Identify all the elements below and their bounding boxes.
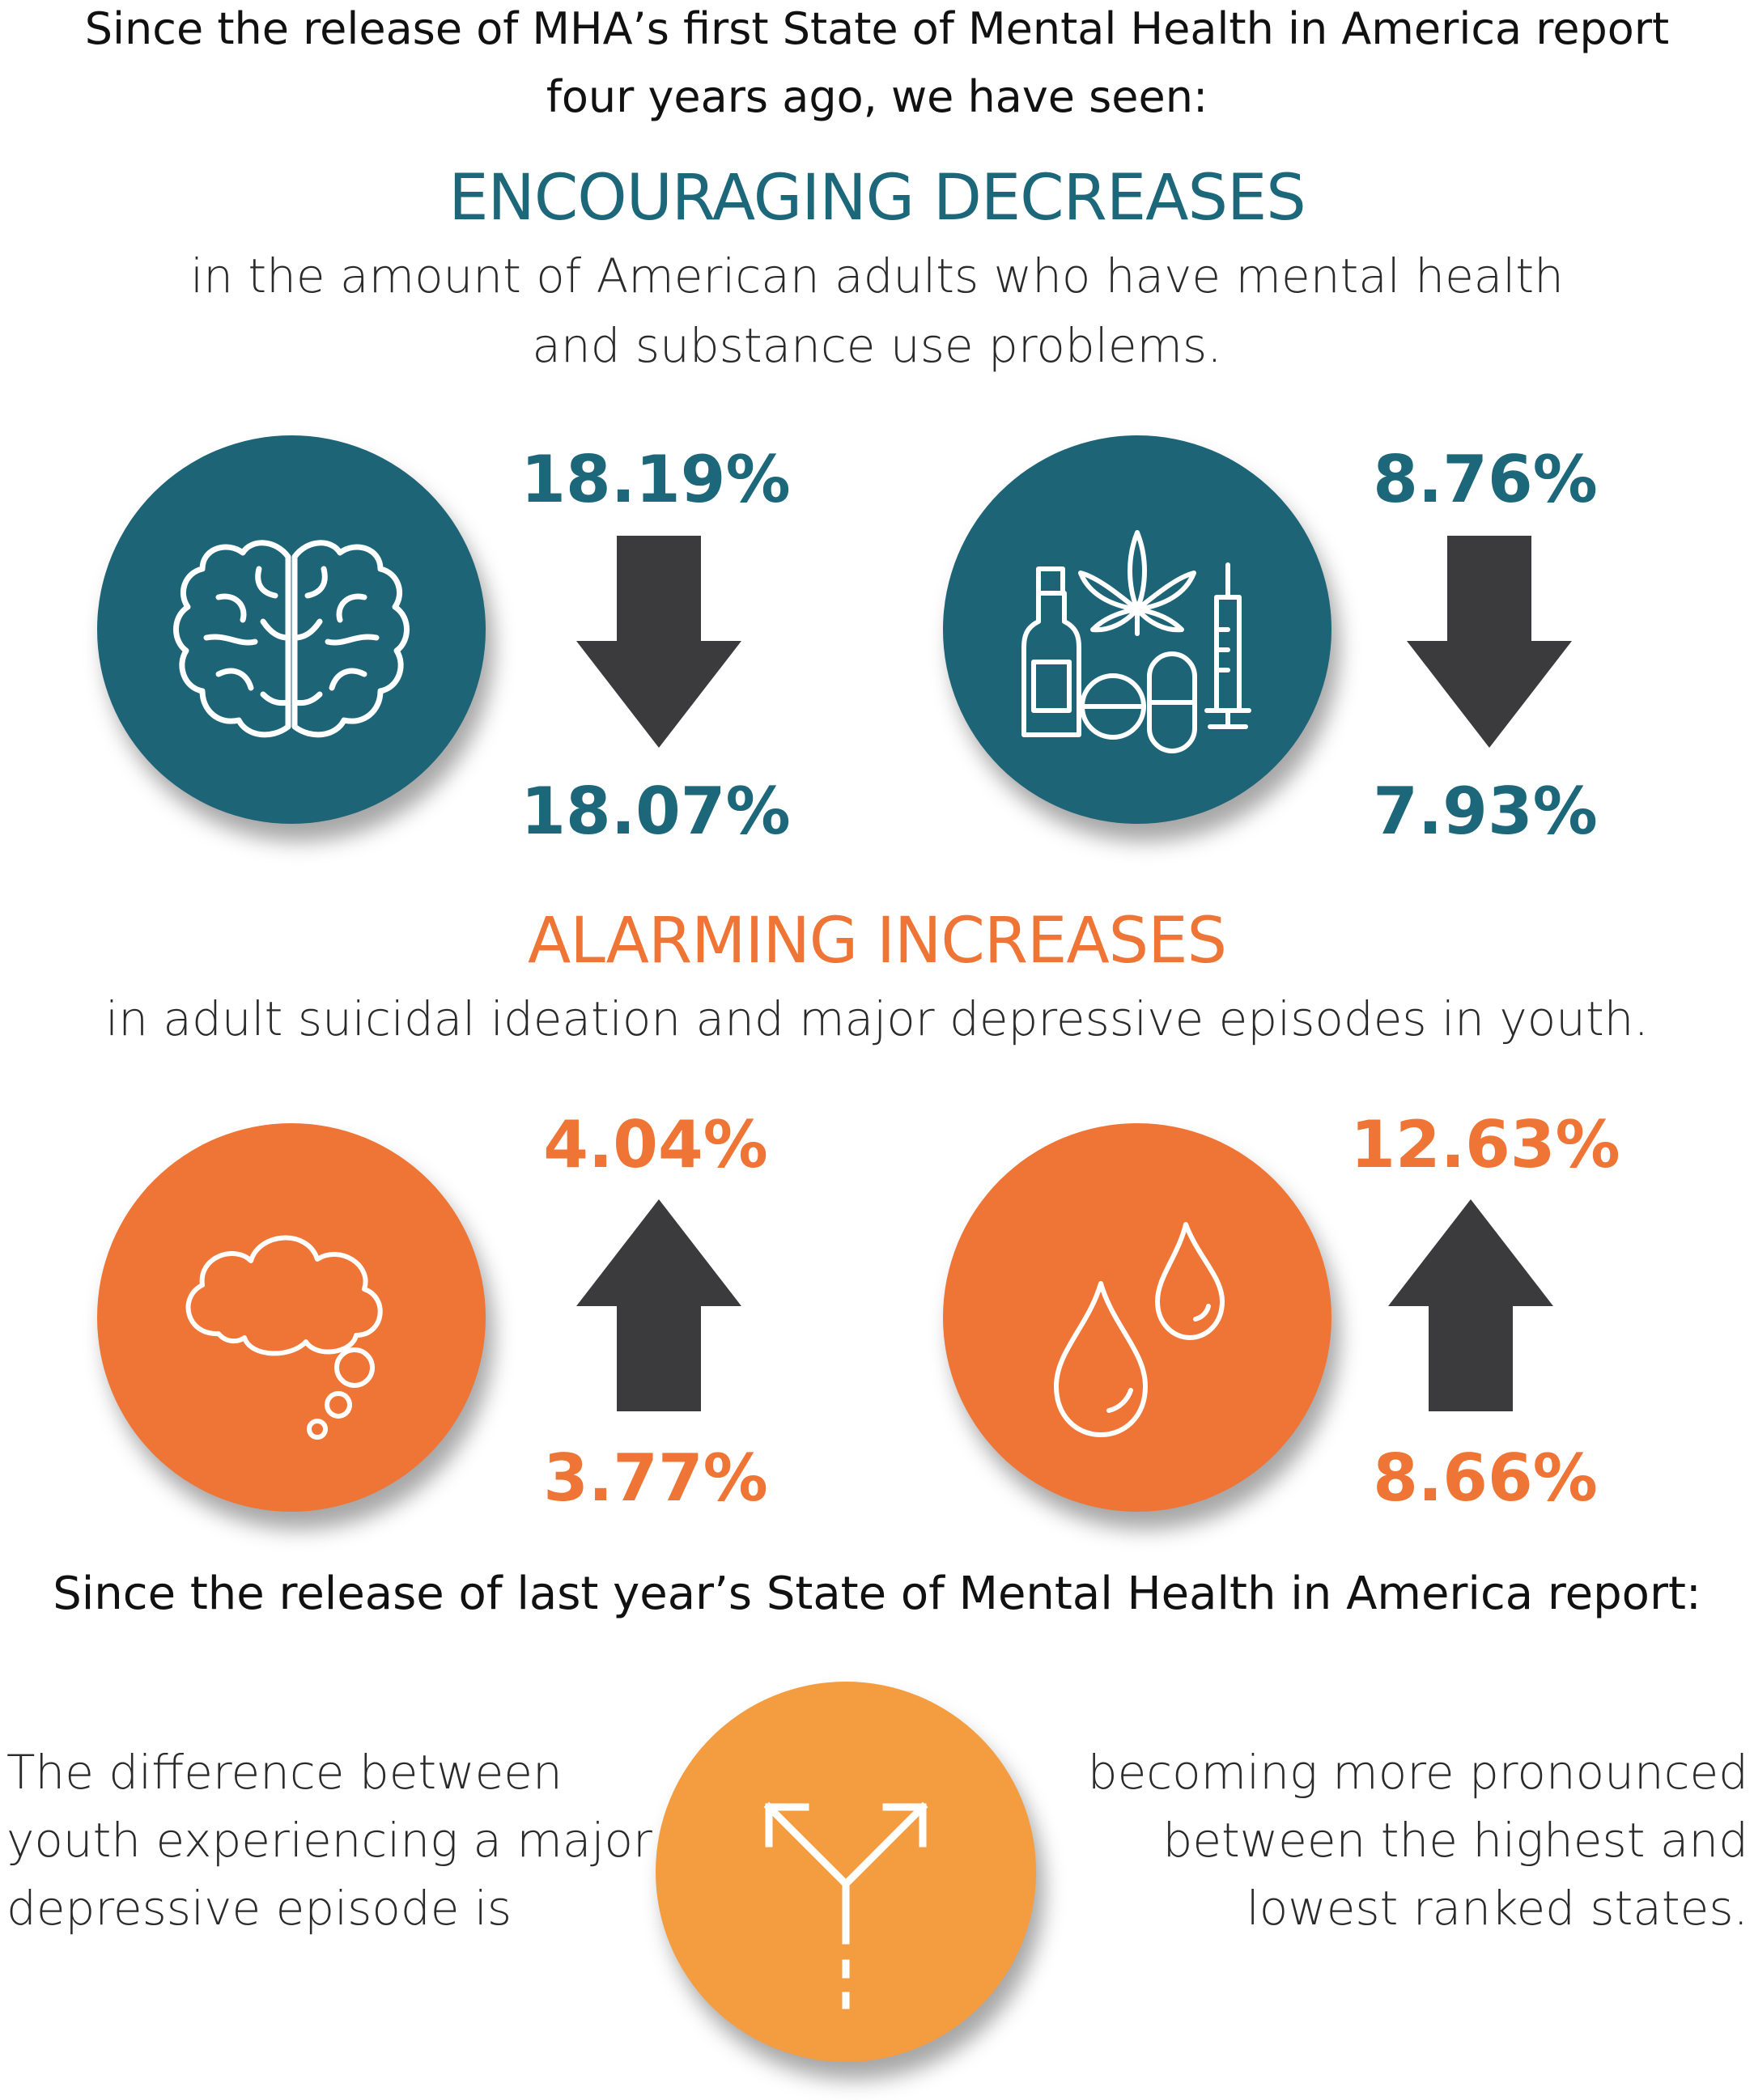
last-year-heading: Since the release of last year’s State o…: [53, 1568, 1701, 1620]
decrease-1-after: 18.07%: [520, 774, 791, 849]
increase-1-before: 3.77%: [543, 1440, 768, 1516]
up-arrow-icon: [576, 1199, 741, 1411]
last-year-right-line-2: between the highest and: [1162, 1813, 1749, 1868]
last-year-left-line-2: youth experiencing a major: [6, 1813, 652, 1868]
down-arrow-icon: [576, 536, 741, 748]
decreases-title: ENCOURAGING DECREASES: [448, 162, 1306, 235]
intro-line-2: four years ago, we have seen:: [546, 71, 1208, 122]
last-year-right-line-3: lowest ranked states.: [1246, 1881, 1748, 1936]
last-year-right-text: becoming more pronounced between the hig…: [1052, 1738, 1748, 1942]
thought-cloud-icon: [185, 1235, 383, 1440]
decrease-1-before: 18.19%: [520, 442, 791, 517]
last-year-left-text: The difference between youth experiencin…: [6, 1738, 654, 1942]
decreases-subtitle-line-2: and substance use problems.: [532, 318, 1222, 373]
up-arrow-icon: [1388, 1199, 1553, 1411]
substances-circle: [943, 435, 1331, 824]
increase-1-after: 4.04%: [543, 1107, 768, 1182]
decrease-2-after: 7.93%: [1373, 774, 1598, 849]
increase-2-after: 12.63%: [1350, 1107, 1620, 1182]
tear-drops-icon: [1054, 1222, 1225, 1437]
increases-subtitle: in adult suicidal ideation and major dep…: [105, 991, 1649, 1046]
decreases-subtitle: in the amount of American adults who hav…: [0, 241, 1754, 380]
thought-cloud-circle: [97, 1123, 486, 1512]
increases-title: ALARMING INCREASES: [527, 905, 1227, 978]
substances-icon: [1021, 530, 1251, 753]
diverging-arrows-circle: [656, 1682, 1036, 2062]
brain-circle: [97, 435, 486, 824]
last-year-left-line-1: The difference between: [6, 1745, 563, 1800]
last-year-left-line-3: depressive episode is: [6, 1881, 512, 1936]
increase-2-before: 8.66%: [1373, 1440, 1598, 1516]
intro-line-1: Since the release of MHA’s first State o…: [84, 3, 1670, 54]
brain-icon: [173, 540, 410, 738]
intro-text: Since the release of MHA’s first State o…: [0, 0, 1754, 131]
last-year-right-line-1: becoming more pronounced: [1087, 1745, 1748, 1800]
down-arrow-icon: [1407, 536, 1572, 748]
tear-drops-circle: [943, 1123, 1331, 1512]
decrease-2-before: 8.76%: [1373, 442, 1598, 517]
diverging-arrows-icon: [763, 1801, 928, 2009]
decreases-subtitle-line-1: in the amount of American adults who hav…: [190, 248, 1564, 303]
